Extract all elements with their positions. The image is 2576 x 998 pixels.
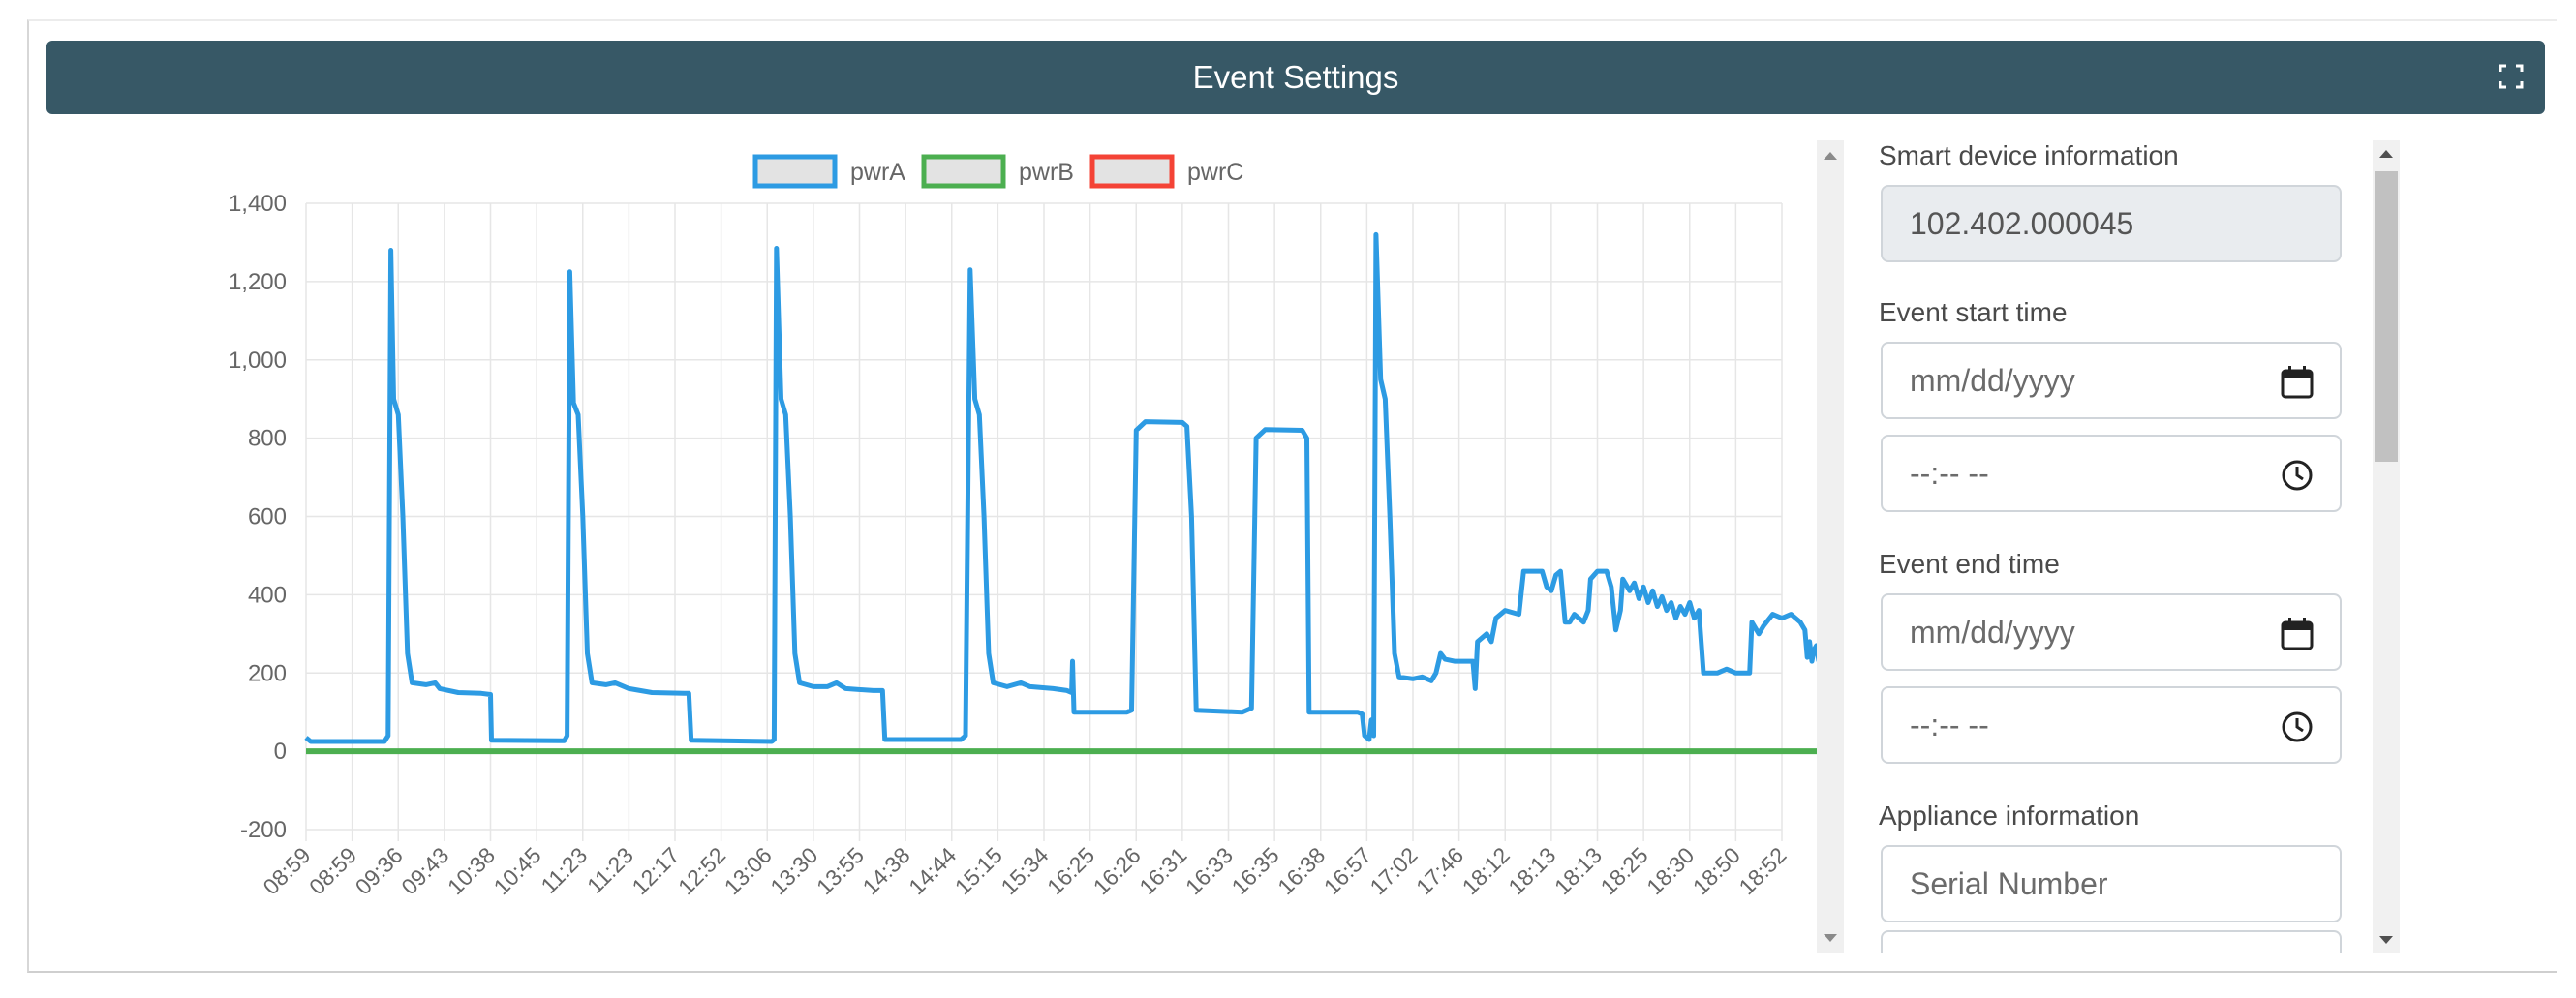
x-tick-label: 13:55 (812, 842, 869, 899)
calendar-icon[interactable] (2280, 365, 2315, 400)
x-tick-label: 18:13 (1503, 842, 1560, 899)
series-line-pwrA (304, 231, 1822, 744)
legend-label-pwrA: pwrA (850, 159, 905, 186)
chart-scrollbar[interactable] (1817, 140, 1844, 953)
device-info-field: 102.402.000045 (1881, 185, 2342, 262)
x-tick-label: 16:38 (1273, 842, 1330, 899)
y-tick-label: 1,400 (229, 191, 287, 217)
page-title: Event Settings (1192, 59, 1399, 95)
legend-swatch-pwrB (921, 154, 1006, 189)
end-date-placeholder: mm/dd/yyyy (1910, 614, 2075, 650)
clock-icon[interactable] (2280, 458, 2315, 493)
y-tick-label: 800 (248, 426, 287, 452)
x-tick-label: 18:12 (1457, 842, 1515, 899)
x-tick-label: 16:35 (1227, 842, 1284, 899)
start-date-placeholder: mm/dd/yyyy (1910, 362, 2075, 398)
y-tick-label: 1,000 (229, 348, 287, 374)
legend-label-pwrB: pwrB (1019, 159, 1074, 186)
end-time-placeholder: --:-- -- (1910, 707, 1989, 742)
x-tick-label: 09:36 (351, 842, 408, 899)
x-tick-label: 12:52 (673, 842, 730, 899)
x-tick-label: 14:44 (904, 842, 961, 899)
device-info-label: Smart device information (1879, 140, 2179, 170)
x-tick-label: 18:30 (1641, 842, 1699, 899)
x-tick-label: 10:38 (443, 842, 500, 899)
end-date-input[interactable]: mm/dd/yyyy (1881, 593, 2342, 671)
calendar-icon[interactable] (2280, 617, 2315, 651)
x-tick-label: 11:23 (536, 842, 592, 898)
event-settings-header: Event Settings (46, 41, 2545, 114)
x-tick-label: 17:46 (1411, 842, 1468, 899)
scroll-down-arrow-icon[interactable] (1824, 934, 1837, 942)
serial-number-placeholder: Serial Number (1910, 865, 2108, 901)
x-tick-label: 16:57 (1319, 842, 1376, 899)
y-tick-label: 0 (274, 739, 287, 765)
scroll-up-arrow-icon[interactable] (2379, 150, 2393, 158)
scrollbar-thumb[interactable] (2375, 171, 2398, 462)
x-tick-label: 16:26 (1089, 842, 1146, 899)
power-line-chart: -200 0 200 400 600 800 1,000 1,200 1,400 08:5908:… (229, 154, 1822, 899)
y-tick-label: 600 (248, 504, 287, 530)
device-info-value: 102.402.000045 (1910, 205, 2134, 241)
x-tick-label: 18:50 (1688, 842, 1745, 899)
next-field-input[interactable] (1881, 930, 2342, 953)
y-tick-label: 400 (248, 582, 287, 608)
x-tick-label: 17:02 (1365, 842, 1422, 899)
x-tick-label: 13:30 (765, 842, 822, 899)
x-tick-label: 14:38 (858, 842, 915, 899)
start-time-input[interactable]: --:-- -- (1881, 435, 2342, 512)
event-end-label: Event end time (1879, 549, 2060, 579)
x-tick-label: 08:59 (258, 842, 315, 899)
x-tick-label: 18:13 (1549, 842, 1607, 899)
x-tick-label: 18:52 (1733, 842, 1791, 899)
clock-icon[interactable] (2280, 710, 2315, 744)
x-tick-label: 10:45 (489, 842, 546, 899)
x-tick-label: 18:25 (1596, 842, 1653, 899)
x-tick-label: 16:31 (1134, 842, 1191, 899)
x-tick-label: 11:23 (582, 842, 638, 898)
end-time-input[interactable]: --:-- -- (1881, 686, 2342, 764)
y-tick-label: 1,200 (229, 269, 287, 295)
scroll-up-arrow-icon[interactable] (1824, 152, 1837, 160)
start-date-input[interactable]: mm/dd/yyyy (1881, 342, 2342, 419)
y-tick-label: 200 (248, 660, 287, 686)
x-tick-label: 08:59 (304, 842, 361, 899)
legend-swatch-pwrA (752, 154, 838, 189)
start-time-placeholder: --:-- -- (1910, 455, 1989, 491)
x-tick-label: 12:17 (627, 842, 684, 899)
event-start-label: Event start time (1879, 297, 2068, 327)
x-tick-label: 16:33 (1181, 842, 1238, 899)
scroll-down-arrow-icon[interactable] (2379, 936, 2393, 944)
form-scrollbar[interactable] (2373, 140, 2400, 953)
legend-swatch-pwrC (1089, 154, 1175, 189)
x-tick-label: 15:15 (950, 842, 1007, 899)
serial-number-input[interactable]: Serial Number (1881, 845, 2342, 922)
event-form: Smart device information 102.402.000045 … (1879, 140, 2353, 953)
x-tick-label: 15:34 (996, 842, 1053, 899)
legend-label-pwrC: pwrC (1187, 159, 1243, 186)
appliance-info-label: Appliance information (1879, 801, 2140, 831)
x-tick-label: 09:43 (396, 842, 453, 899)
y-tick-label: -200 (240, 817, 287, 843)
x-tick-label: 13:06 (720, 842, 777, 899)
expand-icon[interactable] (2499, 64, 2524, 89)
power-chart: -200 0 200 400 600 800 1,000 1,200 1,400 08:59 08:… (46, 136, 1828, 968)
x-tick-label: 16:25 (1042, 842, 1099, 899)
